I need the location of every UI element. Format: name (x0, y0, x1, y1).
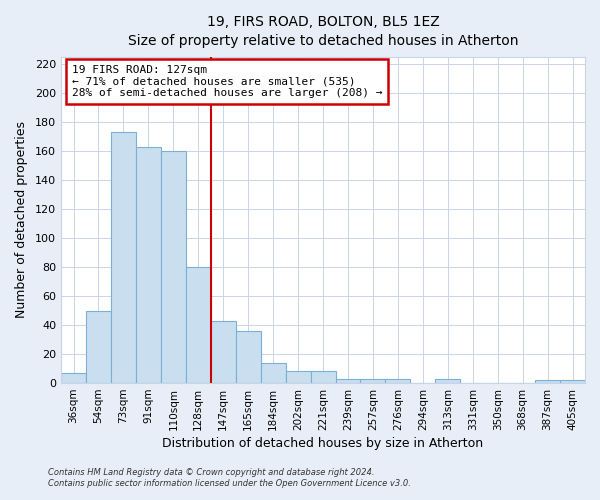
Bar (335, 378, 361, 383)
Bar (61, 373, 86, 383)
Bar (560, 380, 585, 383)
Bar (260, 363, 286, 383)
Bar (361, 378, 385, 383)
Bar (286, 372, 311, 383)
Text: Contains HM Land Registry data © Crown copyright and database right 2024.
Contai: Contains HM Land Registry data © Crown c… (48, 468, 411, 487)
Bar (111, 132, 136, 383)
Bar (385, 378, 410, 383)
Text: 19 FIRS ROAD: 127sqm
← 71% of detached houses are smaller (535)
28% of semi-deta: 19 FIRS ROAD: 127sqm ← 71% of detached h… (71, 65, 382, 98)
Title: 19, FIRS ROAD, BOLTON, BL5 1EZ
Size of property relative to detached houses in A: 19, FIRS ROAD, BOLTON, BL5 1EZ Size of p… (128, 15, 518, 48)
Bar (211, 320, 236, 383)
Bar (136, 146, 161, 383)
Bar (535, 380, 560, 383)
Bar (161, 151, 186, 383)
Bar (236, 331, 260, 383)
Y-axis label: Number of detached properties: Number of detached properties (15, 122, 28, 318)
X-axis label: Distribution of detached houses by size in Atherton: Distribution of detached houses by size … (163, 437, 484, 450)
Bar (186, 267, 211, 383)
Bar (86, 310, 111, 383)
Bar (311, 372, 335, 383)
Bar (436, 378, 460, 383)
